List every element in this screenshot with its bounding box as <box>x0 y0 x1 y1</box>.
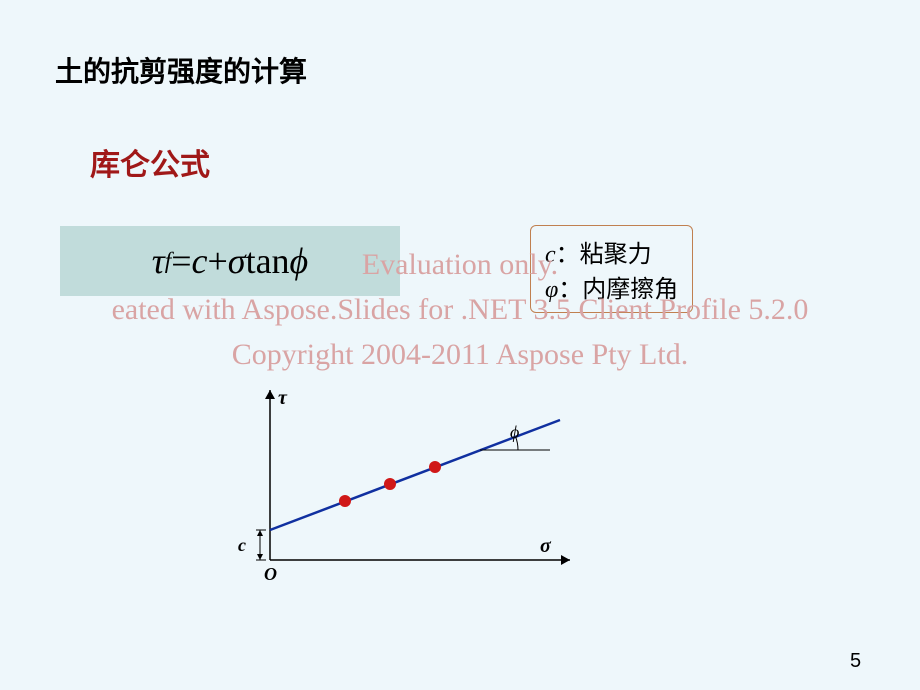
legend-label: 内摩擦角 <box>582 277 678 303</box>
svg-text:σ: σ <box>540 535 552 557</box>
formula-box: τf = c + σ tan ϕ <box>60 226 400 296</box>
subtitle-text: 库仑公式 <box>90 149 210 182</box>
slide-subtitle: 库仑公式 <box>90 140 210 184</box>
title-text: 土的抗剪强度的计算 <box>55 57 307 88</box>
slide-title: 土的抗剪强度的计算 <box>55 50 307 90</box>
svg-text:O: O <box>264 564 277 584</box>
coulomb-chart: ϕ cOσ τ <box>210 380 590 600</box>
watermark-3: Copyright 2004-2011 Aspose Pty Ltd. <box>0 338 920 372</box>
formula-tan: tan <box>246 240 290 282</box>
page-number: 5 <box>850 650 861 673</box>
formula-phi: ϕ <box>290 240 309 282</box>
svg-text:c: c <box>238 535 246 555</box>
formula-c: c <box>192 240 208 282</box>
svg-text:τ: τ <box>278 387 288 409</box>
legend-row: c：粘聚力 <box>545 234 678 269</box>
formula-plus: + <box>207 240 227 282</box>
formula-sigma: σ <box>228 240 246 282</box>
svg-text:ϕ: ϕ <box>510 422 519 442</box>
legend-label: 粘聚力 <box>580 242 652 268</box>
legend-symbol: c <box>545 242 556 268</box>
formula-eq: = <box>171 240 191 282</box>
legend-symbol: φ <box>545 277 558 303</box>
formula-tau: τ <box>152 240 165 282</box>
legend-box: c：粘聚力φ：内摩擦角 <box>530 225 693 313</box>
legend-row: φ：内摩擦角 <box>545 269 678 304</box>
watermark-2: eated with Aspose.Slides for .NET 3.5 Cl… <box>0 293 920 327</box>
slide: 土的抗剪强度的计算 库仑公式 τf = c + σ tan ϕ c：粘聚力φ：内… <box>0 0 920 690</box>
